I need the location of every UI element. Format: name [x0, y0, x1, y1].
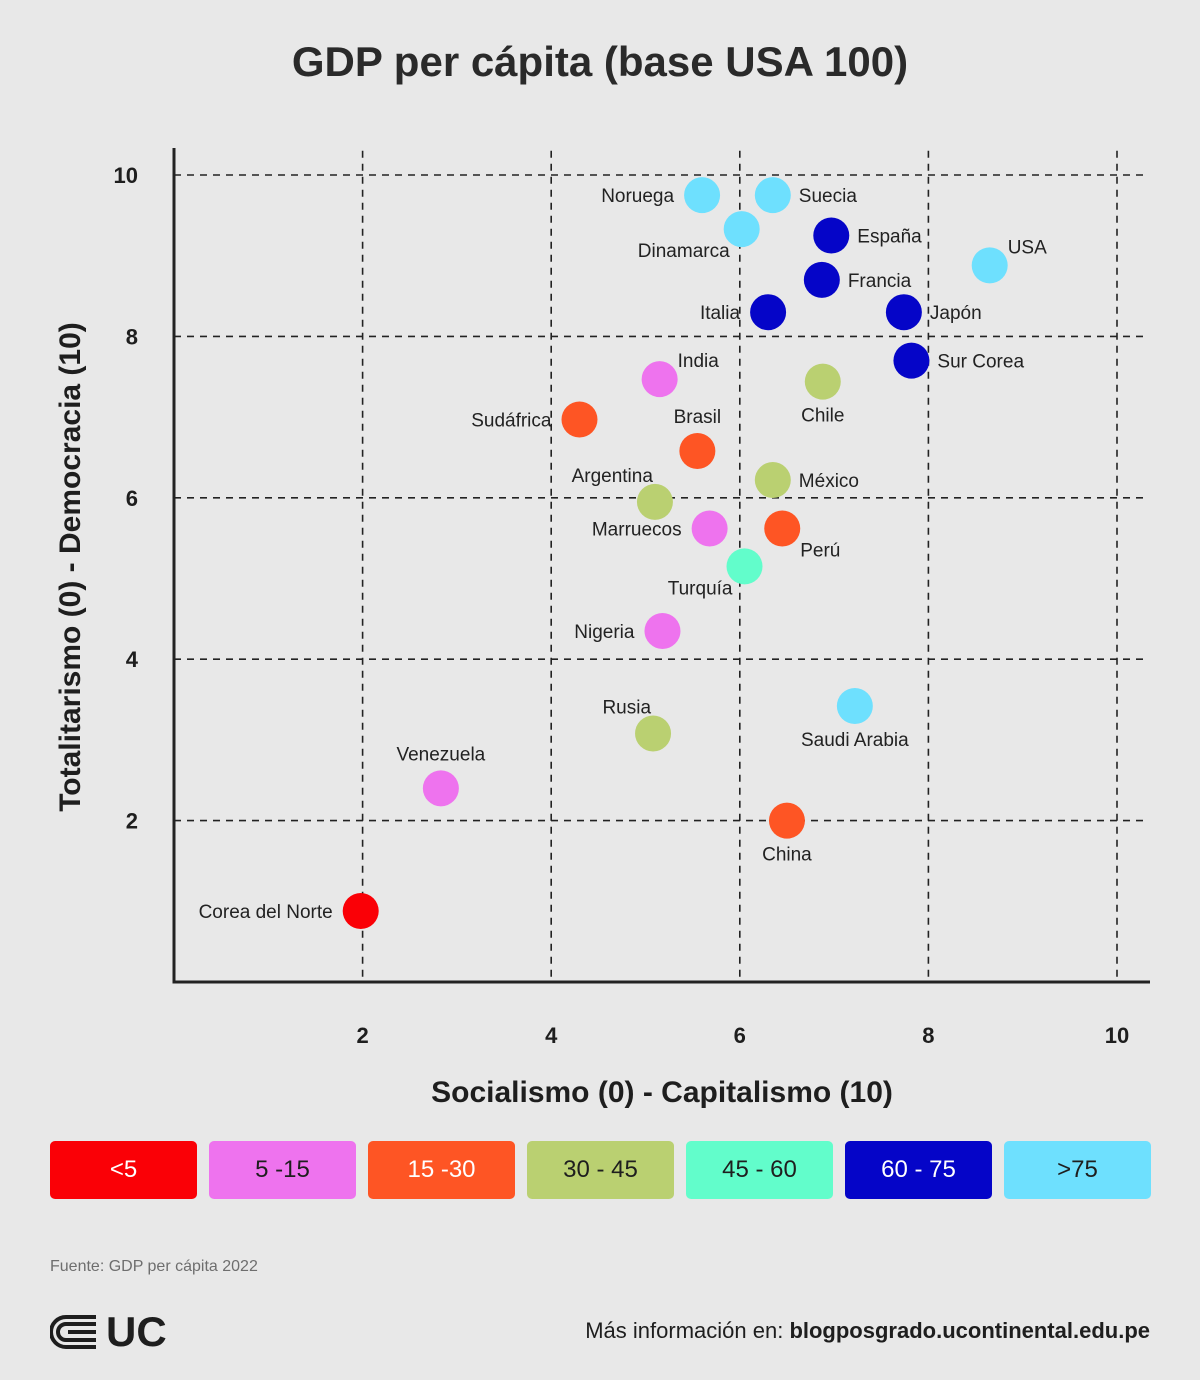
uc-logo-icon: [50, 1315, 96, 1349]
point-label: Sur Corea: [937, 352, 1024, 373]
point-label: Francia: [848, 271, 912, 292]
legend: <5 5 -15 15 -30 30 - 45 45 - 60 60 - 75 >75: [50, 1141, 1151, 1199]
y-axis-title: Totalitarismo (0) - Democracia (10): [54, 322, 87, 812]
footer-prefix: Más información en:: [585, 1318, 784, 1343]
data-point: [754, 462, 791, 499]
data-point: [723, 211, 760, 248]
data-point: [636, 483, 673, 520]
legend-item: 30 - 45: [527, 1141, 674, 1199]
x-tick-label: 2: [356, 1023, 368, 1048]
data-point: [804, 363, 841, 400]
data-point: [641, 361, 678, 398]
legend-item: 60 - 75: [845, 1141, 992, 1199]
x-axis-title: Socialismo (0) - Capitalismo (10): [431, 1076, 893, 1109]
point-label: Argentina: [572, 466, 654, 487]
x-tick-label: 4: [545, 1023, 558, 1048]
x-tick-label: 10: [1105, 1023, 1129, 1048]
data-point: [644, 612, 681, 649]
logo-text: UC: [106, 1308, 167, 1355]
point-label: Italia: [700, 303, 741, 324]
point-label: Japón: [930, 303, 982, 324]
data-point: [803, 261, 840, 298]
y-tick-label: 6: [126, 486, 138, 511]
point-label: Marruecos: [592, 519, 682, 540]
data-point: [684, 177, 721, 214]
data-point: [836, 688, 873, 725]
axes: [172, 148, 1150, 984]
point-label: Rusia: [602, 697, 651, 718]
data-point: [342, 892, 379, 929]
point-label: China: [762, 845, 812, 866]
legend-item: 45 - 60: [686, 1141, 833, 1199]
point-label: Turquía: [668, 578, 733, 599]
chart-title: GDP per cápita (base USA 100): [291, 38, 909, 85]
y-tick-label: 2: [126, 809, 138, 834]
data-point: [561, 401, 598, 438]
uc-logo: UC: [50, 1308, 167, 1355]
data-point: [754, 177, 791, 214]
point-label: México: [799, 471, 859, 492]
y-tick-label: 10: [114, 163, 138, 188]
grid-lines: [174, 150, 1146, 982]
legend-item: 5 -15: [209, 1141, 356, 1199]
point-label: Noruega: [601, 186, 674, 207]
point-label: Nigeria: [574, 622, 635, 643]
data-point: [750, 294, 787, 331]
source-note: Fuente: GDP per cápita 2022: [50, 1258, 258, 1275]
point-label: Chile: [801, 406, 844, 427]
point-label: India: [678, 351, 720, 372]
legend-item: <5: [50, 1141, 197, 1199]
footer-info: Más información en: blogposgrado.ucontin…: [585, 1318, 1150, 1344]
data-point: [813, 217, 850, 254]
point-label: Brasil: [674, 407, 722, 428]
point-label: España: [857, 227, 922, 248]
data-point: [726, 548, 763, 585]
x-tick-label: 6: [734, 1023, 746, 1048]
data-point: [764, 510, 801, 547]
point-label: Perú: [800, 540, 840, 561]
data-point: [679, 432, 716, 469]
data-point: [885, 294, 922, 331]
point-label: Suecia: [799, 186, 858, 207]
point-label: Sudáfrica: [471, 411, 552, 432]
data-point: [893, 342, 930, 379]
x-tick-label: 8: [922, 1023, 934, 1048]
data-point: [971, 247, 1008, 284]
point-label: Saudi Arabia: [801, 730, 909, 751]
legend-item: 15 -30: [368, 1141, 515, 1199]
scatter-chart: 2 4 6 8 10 2 4 6 8 10 Noruega Suecia Dinamarca Españ…: [54, 148, 1150, 1109]
y-tick-label: 8: [126, 324, 138, 349]
footer-url[interactable]: blogposgrado.ucontinental.edu.pe: [789, 1318, 1150, 1343]
data-point: [768, 802, 805, 839]
point-label: Corea del Norte: [199, 902, 333, 923]
point-labels: Noruega Suecia Dinamarca España USA Francia It…: [199, 186, 1048, 923]
y-tick-label: 4: [126, 647, 139, 672]
tick-labels: 2 4 6 8 10 2 4 6 8 10: [114, 163, 1130, 1048]
point-label: Dinamarca: [638, 241, 730, 262]
data-point: [422, 770, 459, 807]
data-point: [635, 715, 672, 752]
point-label: USA: [1008, 237, 1047, 258]
point-label: Venezuela: [396, 744, 485, 765]
data-points: [342, 177, 1008, 929]
data-point: [691, 510, 728, 547]
legend-item: >75: [1004, 1141, 1151, 1199]
